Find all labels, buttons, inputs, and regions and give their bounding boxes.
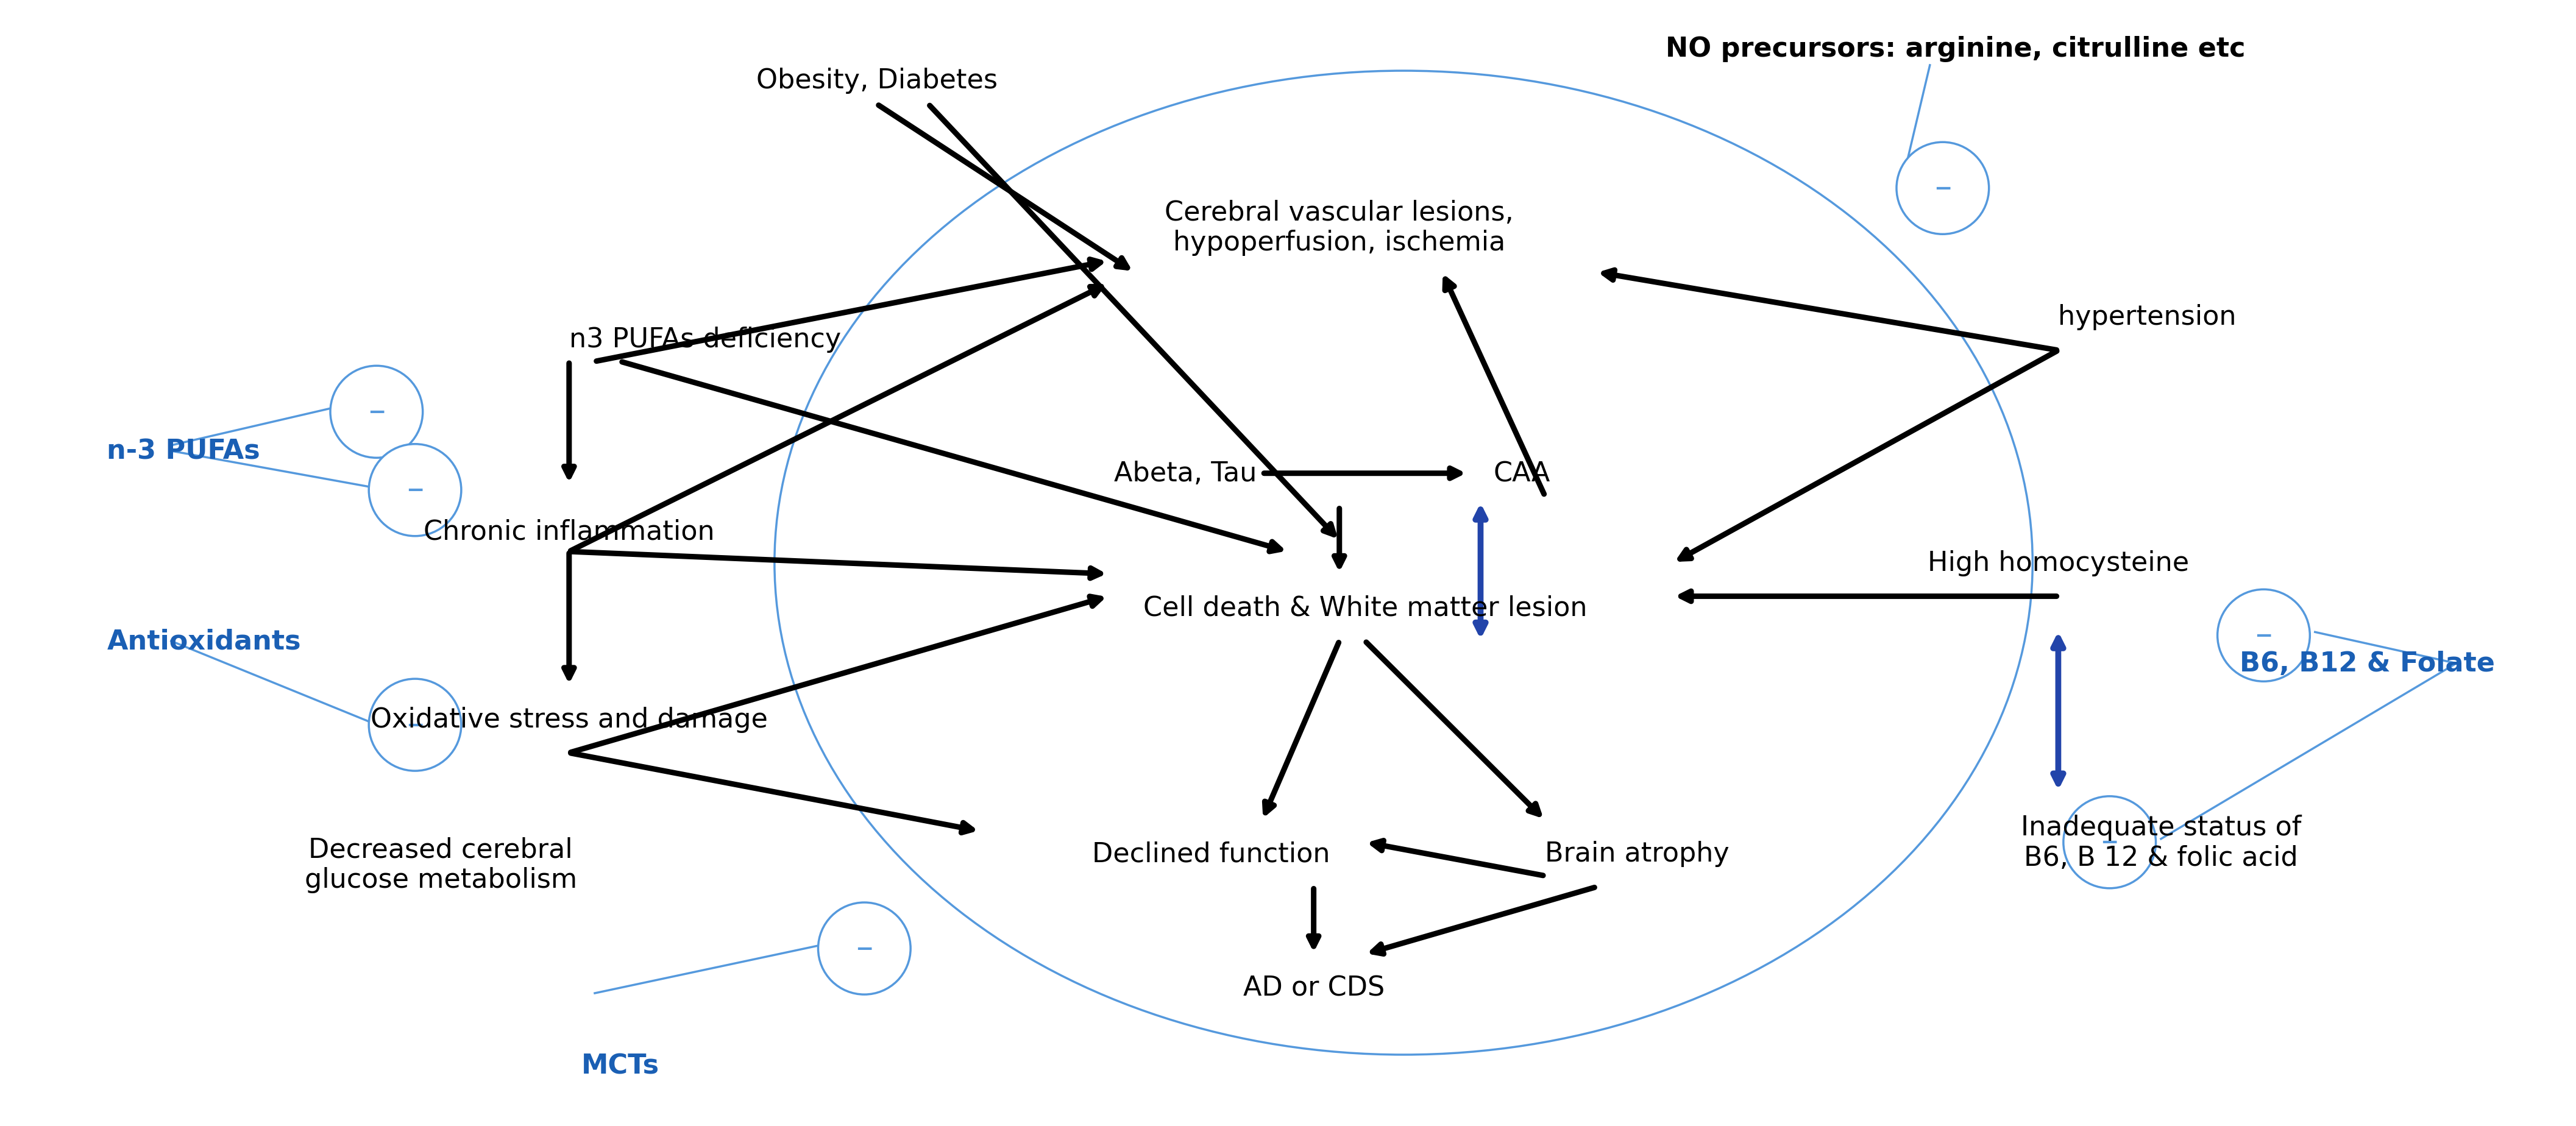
Text: n-3 PUFAs: n-3 PUFAs xyxy=(108,438,260,464)
Text: Obesity, Diabetes: Obesity, Diabetes xyxy=(757,68,997,93)
Text: Decreased cerebral
glucose metabolism: Decreased cerebral glucose metabolism xyxy=(304,837,577,893)
Text: −: − xyxy=(368,402,386,422)
Ellipse shape xyxy=(1896,143,1989,234)
Text: Cell death & White matter lesion: Cell death & White matter lesion xyxy=(1144,595,1587,620)
Text: hypertension: hypertension xyxy=(2058,304,2236,330)
Text: −: − xyxy=(855,938,873,959)
Text: −: − xyxy=(1935,178,1953,199)
Ellipse shape xyxy=(330,366,422,458)
Text: Cerebral vascular lesions,
hypoperfusion, ischemia: Cerebral vascular lesions, hypoperfusion… xyxy=(1164,199,1515,256)
Text: −: − xyxy=(407,715,425,735)
Text: B6, B12 & Folate: B6, B12 & Folate xyxy=(2239,651,2494,677)
Ellipse shape xyxy=(819,903,909,994)
Text: n3 PUFAs deficiency: n3 PUFAs deficiency xyxy=(569,327,840,352)
Text: Declined function: Declined function xyxy=(1092,840,1329,867)
Text: −: − xyxy=(2254,625,2272,646)
Text: Brain atrophy: Brain atrophy xyxy=(1546,840,1728,867)
Text: Abeta, Tau: Abeta, Tau xyxy=(1113,461,1257,486)
Ellipse shape xyxy=(2063,796,2156,888)
Ellipse shape xyxy=(368,445,461,536)
Text: AD or CDS: AD or CDS xyxy=(1242,975,1383,1001)
Text: CAA: CAA xyxy=(1494,461,1551,486)
Text: Chronic inflammation: Chronic inflammation xyxy=(422,518,714,545)
Text: Inadequate status of
B6, B 12 & folic acid: Inadequate status of B6, B 12 & folic ac… xyxy=(2020,814,2300,870)
Ellipse shape xyxy=(368,679,461,771)
Text: NO precursors: arginine, citrulline etc: NO precursors: arginine, citrulline etc xyxy=(1667,36,2246,62)
Text: Antioxidants: Antioxidants xyxy=(108,628,301,654)
Text: −: − xyxy=(2099,832,2120,852)
Text: −: − xyxy=(407,480,425,501)
Ellipse shape xyxy=(2218,590,2311,681)
Text: High homocysteine: High homocysteine xyxy=(1927,549,2190,577)
Text: Oxidative stress and damage: Oxidative stress and damage xyxy=(371,706,768,733)
Text: MCTs: MCTs xyxy=(582,1053,659,1079)
